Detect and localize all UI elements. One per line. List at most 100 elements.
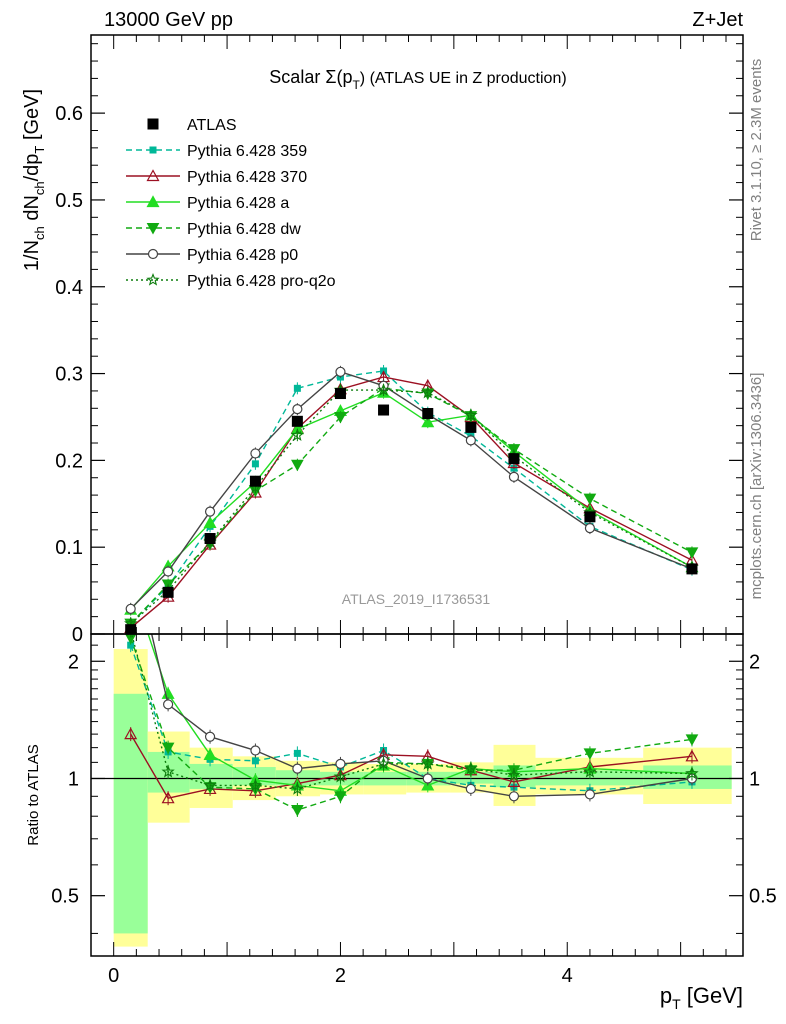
main-y-axis-label: 1/Nch dNch/dpT [GeV] (21, 89, 47, 271)
main-chart-title-tail: ) (ATLAS UE in Z production) (360, 70, 567, 87)
ratio-y-tick-label-right: 2 (749, 651, 760, 673)
ratio-point (161, 764, 175, 778)
legend-label: Pythia 6.428 dw (187, 221, 301, 238)
main-point (251, 460, 259, 468)
main-point (508, 471, 520, 482)
ratio-point (125, 576, 136, 586)
legend-label: Pythia 6.428 370 (187, 169, 307, 186)
ratio-bands (91, 649, 743, 947)
main-point (125, 603, 136, 614)
ratio-point (203, 748, 217, 760)
ratio-point (685, 766, 699, 780)
main-point (291, 459, 304, 472)
axes-layer: 0 0.1 0.2 0.3 0.4 0.5 0.6 0 2 4 0.5 0.5 1 1 2 2 (51, 35, 777, 987)
ratio-series-line (130, 644, 693, 792)
x-tick-label: 4 (562, 965, 573, 987)
ratio-point (204, 731, 216, 742)
ratio-point (291, 804, 304, 817)
main-chart-title-sub: T (352, 78, 360, 92)
main-point (376, 383, 391, 396)
ratio-point (293, 749, 301, 757)
ratio-series-line (150, 634, 693, 798)
legend-label-atlas: ATLAS (187, 117, 237, 134)
main-point (204, 506, 216, 517)
ratio-y-tick-label: 2 (68, 651, 79, 673)
ratio-point (376, 756, 391, 770)
main-chart-title-main: Scalar Σ(p (269, 67, 352, 87)
ratio-band-inner (450, 771, 494, 784)
main-series-line (130, 376, 693, 629)
main-series-line (130, 391, 693, 611)
main-point (421, 415, 435, 428)
ratio-point (124, 727, 138, 740)
ratio-point (292, 763, 303, 774)
main-point (293, 384, 301, 392)
ratio-point (127, 641, 135, 649)
x-tick-label: 2 (335, 965, 346, 987)
legend-label: Pythia 6.428 359 (187, 143, 307, 160)
legend-atlas-marker (147, 118, 159, 130)
analysis-id-label: ATLAS_2019_I1736531 (342, 591, 491, 607)
legend-label: Pythia 6.428 p0 (187, 247, 298, 264)
ratio-point (125, 634, 137, 645)
main-series-line (130, 389, 693, 625)
ratio-point (685, 734, 699, 746)
ratio-point (583, 764, 597, 778)
atlas-data-point (204, 533, 216, 545)
ratio-point (161, 791, 175, 804)
ratio-point (251, 757, 259, 765)
atlas-data-point (125, 624, 137, 634)
ratio-y-tick-label: 1 (68, 768, 79, 790)
atlas-data-point (508, 453, 520, 465)
ratio-point (507, 775, 521, 787)
ratio-y-tick-label-right: 1 (749, 768, 760, 790)
legend-marker (146, 272, 160, 286)
ratio-point (334, 791, 347, 803)
main-series-layer (124, 364, 699, 634)
main-y-tick-label: 0.6 (55, 103, 83, 125)
ratio-point (685, 749, 699, 762)
main-point (584, 522, 596, 534)
ratio-point (508, 791, 520, 802)
mcplots-site-label: mcplots.cern.ch [arXiv:1306.3436] (748, 373, 765, 600)
atlas-data-point (422, 407, 434, 419)
main-point (250, 448, 261, 459)
atlas-data-point (162, 586, 174, 598)
main-series-line (130, 387, 693, 625)
main-point (290, 428, 305, 441)
ratio-point (464, 761, 478, 775)
header-right: Z+Jet (692, 9, 743, 31)
main-y-tick-label: 0.1 (55, 537, 83, 559)
ratio-y-tick-label: 0.5 (51, 886, 79, 908)
ratio-point (161, 742, 175, 755)
main-y-tick-label: 0.5 (55, 190, 83, 212)
ratio-panel-frame (90, 633, 744, 957)
ratio-series-line (130, 634, 693, 790)
ratio-y-axis-label: Ratio to ATLAS (25, 744, 42, 845)
ratio-point (248, 778, 263, 792)
ratio-point (203, 778, 217, 792)
ratio-series-layer (124, 540, 699, 817)
main-y-tick-label: 0 (72, 624, 83, 646)
ratio-point (250, 745, 261, 756)
legend-marker (147, 248, 159, 260)
main-point (464, 408, 478, 422)
atlas-data-point (686, 563, 698, 575)
ratio-point (335, 758, 346, 770)
main-point (163, 566, 174, 577)
ratio-series-line (130, 637, 693, 811)
atlas-data-point (291, 415, 303, 427)
ratio-y-tick-label-right: 0.5 (749, 886, 777, 908)
main-point (203, 516, 217, 528)
main-chart-title: Scalar Σ(pT) (ATLAS UE in Z production) (269, 67, 566, 92)
main-y-tick-label: 0.2 (55, 450, 83, 472)
ratio-point (420, 756, 435, 770)
main-y-tick-label: 0.3 (55, 364, 83, 386)
ratio-point (126, 540, 135, 549)
ratio-point (422, 773, 433, 784)
legend-marker (146, 223, 160, 235)
header-left: 13000 GeV pp (104, 9, 233, 31)
legend-label: Pythia 6.428 pro-q2o (187, 273, 336, 290)
atlas-data-point (334, 388, 346, 400)
